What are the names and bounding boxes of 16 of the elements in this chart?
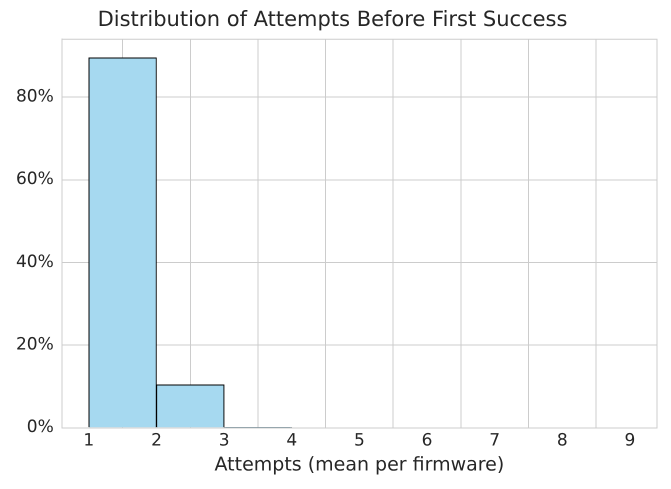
x-tick-label: 4 — [286, 430, 298, 450]
y-tick-label: 80% — [16, 86, 54, 106]
y-tick-label: 0% — [26, 417, 54, 438]
x-tick-label: 8 — [556, 430, 568, 450]
y-tick-label: 20% — [16, 334, 54, 355]
x-tick-label: 5 — [354, 430, 365, 450]
x-axis-title: Attempts (mean per firmware) — [214, 454, 504, 476]
y-tick-label: 40% — [16, 252, 54, 272]
x-tick-label: 2 — [151, 430, 162, 450]
x-tick-label: 9 — [624, 430, 636, 450]
x-tick-label: 6 — [422, 430, 432, 450]
y-tick-label: 60% — [16, 169, 54, 190]
x-tick-label: 1 — [83, 430, 94, 450]
chart-title: Distribution of Attempts Before First Success — [98, 7, 568, 32]
x-tick-label: 7 — [489, 430, 500, 450]
x-tick-label: 3 — [218, 430, 230, 450]
